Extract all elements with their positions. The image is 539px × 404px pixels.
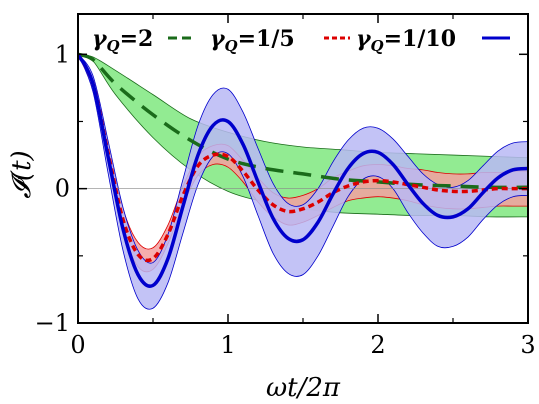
legend-label: γQ=2 bbox=[92, 26, 153, 55]
series-line-1 bbox=[78, 53, 528, 263]
y-tick-label: 0 bbox=[55, 175, 70, 203]
legend: γQ=2 γQ=1/5 γQ=1/10 bbox=[92, 26, 510, 55]
x-tick-label: 1 bbox=[220, 331, 235, 359]
band-upper-edge-2 bbox=[78, 54, 528, 264]
series-line-0 bbox=[78, 52, 528, 190]
axis-ticks: 0 1 2 3−101 bbox=[35, 14, 536, 359]
band-upper-edge-1 bbox=[78, 54, 528, 250]
band-area-2 bbox=[78, 54, 528, 310]
legend-label: γQ=1/5 bbox=[210, 26, 295, 55]
x-tick-label: 2 bbox=[370, 331, 385, 359]
legend-entry-2: γQ=1/10 bbox=[356, 26, 510, 55]
x-tick-label: 0 bbox=[70, 331, 85, 359]
legend-label: γQ=1/10 bbox=[356, 26, 456, 55]
series-lines bbox=[78, 52, 528, 288]
x-axis-title: ωt/2π bbox=[266, 373, 341, 403]
x-tick-label: 3 bbox=[520, 331, 535, 359]
band-upper-edge-0 bbox=[78, 53, 528, 159]
y-tick-label: 1 bbox=[55, 40, 70, 68]
series-line-2 bbox=[78, 53, 528, 288]
band-lower-edge-2 bbox=[78, 54, 528, 310]
legend-entry-1: γQ=1/5 bbox=[210, 26, 350, 55]
legend-entry-0: γQ=2 bbox=[92, 26, 194, 55]
uncertainty-bands bbox=[78, 53, 528, 310]
y-tick-label: −1 bbox=[35, 309, 70, 337]
y-axis-title: 𝓘(t) bbox=[7, 150, 37, 198]
